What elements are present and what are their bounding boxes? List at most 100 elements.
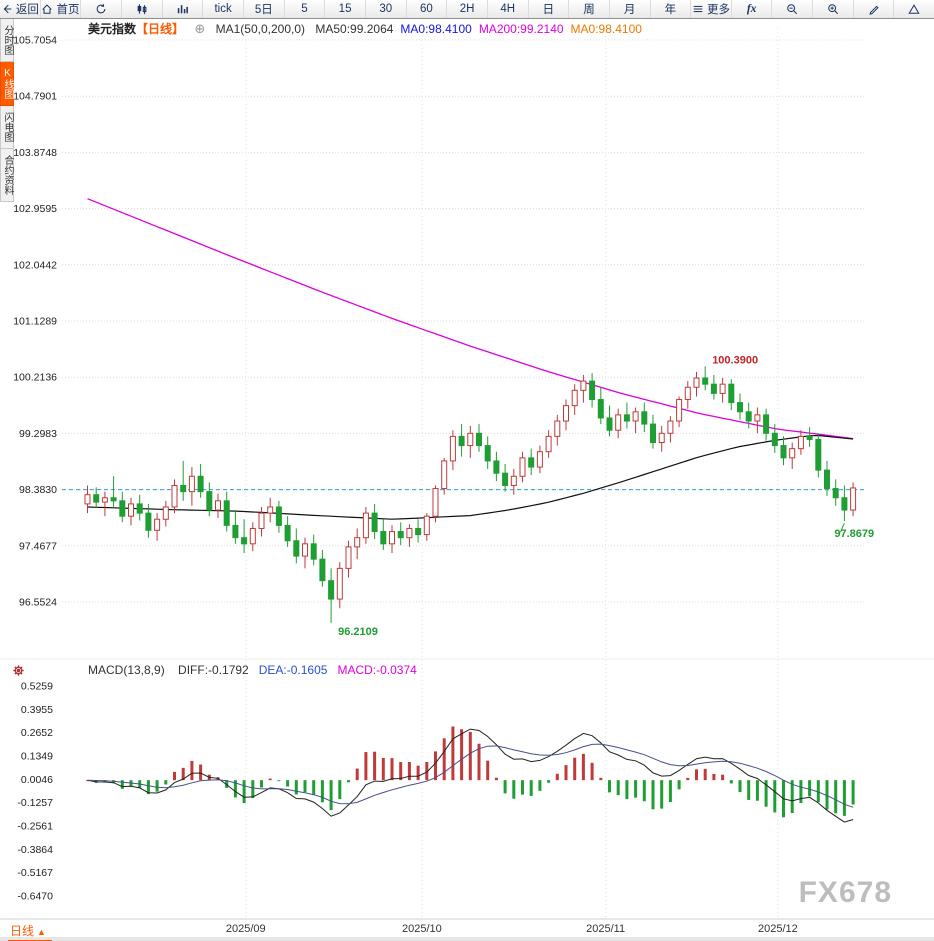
sidebar-item-time-chart[interactable]: 分时图 [0,19,14,62]
candle [310,534,317,566]
macd-bar [529,780,533,796]
macd-bar [599,777,603,781]
macd-bar [268,778,272,781]
macd-bar [312,780,316,795]
candle [128,497,134,526]
sidebar-item-kline-chart[interactable]: K线图 [0,62,14,106]
toolbar-item-daily[interactable]: 日 [529,0,570,18]
candle [519,451,526,483]
candle [84,485,91,514]
candle [449,430,456,471]
candle [571,384,578,415]
candle [789,442,796,469]
candle [797,430,804,455]
toolbar-item-more[interactable]: 更多 [691,0,732,18]
price-axis-label: 102.0442 [13,259,57,271]
add-indicator-icon[interactable]: ⊕ [194,21,206,36]
candle [432,485,439,523]
toolbar-item-candlestick[interactable] [122,0,163,18]
macd-settings-gear-icon[interactable] [11,663,26,678]
price-axis-label: 102.9595 [13,203,57,215]
chart-type-sidebar: 分时图 K线图 闪电图 合约资料 [0,19,14,202]
annotation-arrow [839,523,845,533]
macd-bar [625,780,629,800]
candle [684,381,691,409]
candle [737,393,743,420]
macd-bar [103,780,107,783]
toolbar-item-5min[interactable]: 5 [285,0,326,18]
macd-bar [634,780,638,798]
toolbar-item-zoom-in[interactable] [813,0,854,18]
toolbar-item-volume[interactable] [163,0,204,18]
macd-bar [808,780,812,797]
toolbar-item-weekly[interactable]: 周 [569,0,610,18]
macd-bar [547,780,551,783]
macd-bar [155,780,159,792]
candle [371,503,378,539]
toolbar-item-zoom-out[interactable] [772,0,814,18]
toolbar-item-monthly[interactable]: 月 [610,0,651,18]
macd-bar [320,780,324,803]
candle [302,537,308,569]
macd-bar [764,780,768,807]
candle [206,482,213,517]
ma-value: MA200:99.2140 [478,22,564,36]
macd-bar [190,760,194,781]
toolbar-item-label: fx [746,3,757,15]
macd-bar [460,729,464,781]
macd-bar [825,780,829,810]
home-icon [41,3,53,15]
sidebar-item-contract-info[interactable]: 合约资料 [0,149,14,202]
candle [693,371,700,397]
toolbar-item-5day[interactable]: 5日 [244,0,285,18]
horizontal-scrollbar[interactable] [0,937,934,941]
toolbar-item-shapes[interactable] [894,0,934,18]
toolbar-item-2hour[interactable]: 2H [447,0,488,18]
toolbar-item-fx[interactable]: fx [732,0,773,18]
toolbar-item-draw[interactable] [854,0,895,18]
toolbar-item-label: tick [214,3,232,15]
macd-value: DIFF:-0.1792 [178,663,249,677]
toolbar-item-4hour[interactable]: 4H [488,0,529,18]
macd-bar [233,780,237,798]
macd-bar [851,780,855,805]
macd-bar [277,780,281,782]
toolbar-item-yearly[interactable]: 年 [651,0,692,18]
macd-bar [642,780,646,802]
macd-bar [494,777,498,781]
back-icon [1,3,13,15]
candle [275,500,282,533]
period-selector-tab[interactable]: 日线 ▲ [8,922,52,941]
price-chart-header: 美元指数【日线】 ⊕ MA1(50,0,200,0) MA50:99.2064 M… [88,20,656,37]
toolbar-item-15min[interactable]: 15 [325,0,366,18]
toolbar-item-label: 5 [301,3,308,15]
candle [589,373,596,408]
candle [154,513,161,541]
macd-bar [399,762,403,781]
macd-bar [608,780,611,793]
candle [93,487,100,509]
candle [824,460,830,496]
toolbar-item-30min[interactable]: 30 [366,0,407,18]
ma-value: MA50:99.2064 [315,22,394,36]
macd-bar [521,780,524,795]
macd-bar [390,758,394,781]
toolbar-item-home[interactable]: 首页 [41,0,82,18]
macd-bar [251,780,255,798]
macd-axis-label: -0.6470 [17,891,53,903]
x-axis-label: 2025/10 [402,923,442,935]
toolbar-item-back[interactable]: 返回 [0,0,41,18]
candle [806,427,813,447]
toolbar-item-refresh[interactable] [81,0,122,18]
candle [676,396,683,428]
price-axis-label: 101.1289 [13,316,57,328]
toolbar-item-60min[interactable]: 60 [407,0,448,18]
toolbar-item-tick[interactable]: tick [203,0,244,18]
sidebar-item-lightning-chart[interactable]: 闪电图 [0,106,14,149]
price-annotation: 96.2109 [338,626,378,638]
macd-bar [651,780,655,810]
price-axis-label: 98.3830 [19,484,57,496]
price-annotation: 97.8679 [834,528,874,540]
candle [841,485,848,522]
